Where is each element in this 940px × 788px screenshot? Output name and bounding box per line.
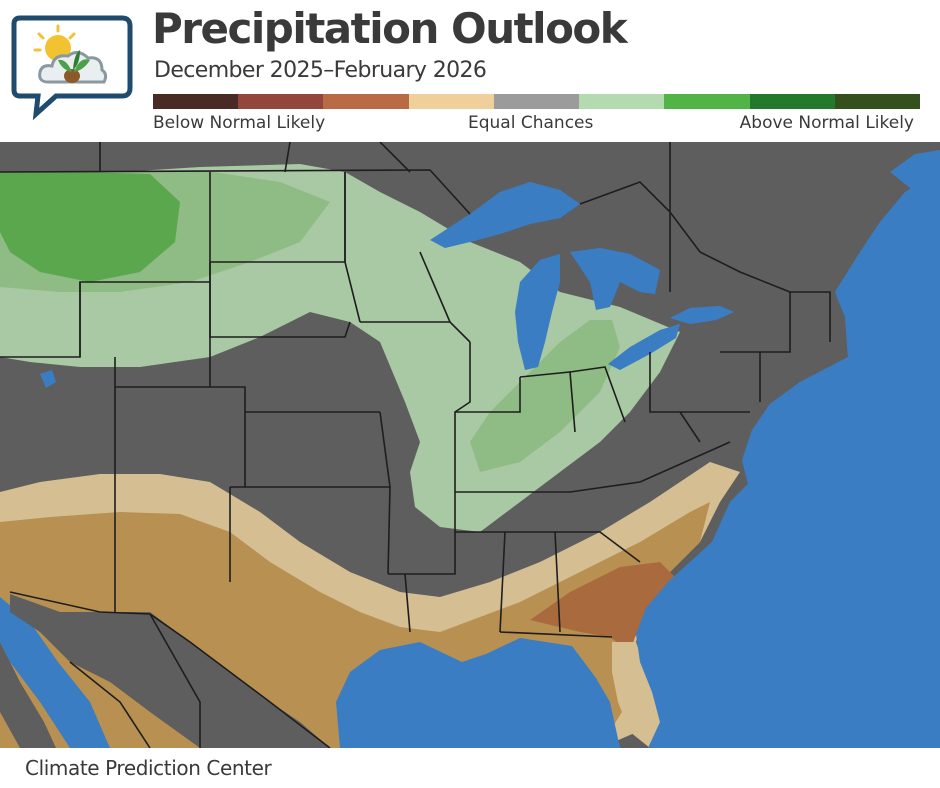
legend-swatch-4: [408, 94, 494, 109]
legend-swatch-7: [664, 94, 750, 109]
lake-ontario-top: [670, 306, 734, 324]
lake-erie-top: [608, 324, 680, 370]
above-normal-40-ohio-valley: [470, 320, 620, 472]
legend-label-equal: Equal Chances: [468, 113, 594, 133]
pacific-ocean-south: [0, 597, 110, 748]
legend-swatch-5: [493, 94, 580, 109]
sun-cloud-plant-icon: [11, 15, 133, 121]
lake-michigan-top: [515, 254, 560, 370]
lake-superior-top: [430, 182, 580, 248]
florida-peninsula: [612, 642, 660, 748]
footer: Climate Prediction Center: [0, 748, 940, 788]
source-credit: Climate Prediction Center: [25, 756, 272, 780]
mexico-land: [10, 594, 330, 748]
state-borders: [0, 172, 831, 748]
legend-color-bar: [153, 94, 920, 109]
canada-borders: [0, 142, 791, 293]
outlook-map: [0, 142, 940, 748]
legend-swatch-3: [323, 94, 409, 109]
legend-swatch-6: [579, 94, 665, 109]
great-salt-lake: [40, 370, 56, 388]
gulf-of-mexico: [336, 638, 620, 748]
lake-huron-top: [570, 248, 660, 310]
legend-swatch-1: [153, 94, 239, 109]
page-subtitle: December 2025–February 2026: [154, 58, 487, 83]
above-normal-50-region: [0, 172, 180, 282]
legend-swatch-2: [238, 94, 324, 109]
legend-label-above: Above Normal Likely: [739, 113, 914, 133]
legend-swatch-8: [749, 94, 835, 109]
below-normal-50-region: [530, 562, 680, 652]
legend-label-below: Below Normal Likely: [153, 113, 326, 133]
header: Precipitation Outlook December 2025–Febr…: [0, 0, 940, 142]
legend-swatch-9: [834, 94, 920, 109]
page-title: Precipitation Outlook: [152, 4, 628, 53]
atlantic-ocean: [636, 172, 940, 748]
baja-land: [0, 642, 56, 748]
